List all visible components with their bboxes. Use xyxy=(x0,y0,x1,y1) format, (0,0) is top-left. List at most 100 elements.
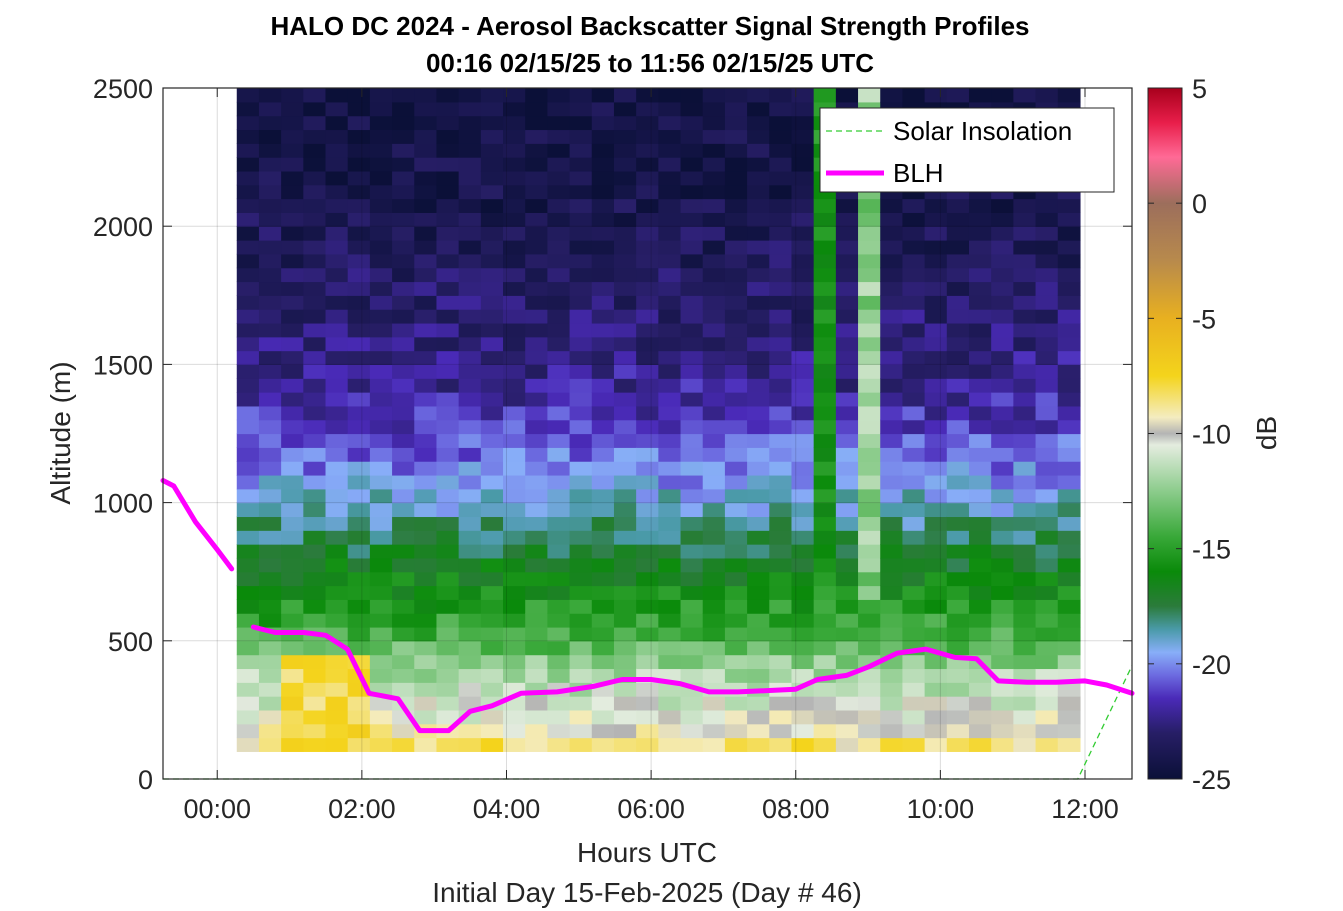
heatmap-cell xyxy=(325,433,349,448)
heatmap-cell xyxy=(724,350,748,365)
heatmap-cell xyxy=(791,613,815,628)
heatmap-cell xyxy=(747,585,770,600)
heatmap-cell xyxy=(480,281,504,296)
heatmap-cell xyxy=(1057,585,1081,600)
heatmap-cell xyxy=(613,488,637,504)
heatmap-cell xyxy=(569,447,593,462)
heatmap-cell xyxy=(946,88,970,103)
heatmap-cell xyxy=(547,281,571,296)
heatmap-cell xyxy=(480,530,504,545)
heatmap-cell xyxy=(680,350,704,365)
heatmap-cell xyxy=(813,322,837,338)
heatmap-cell xyxy=(591,516,615,531)
heatmap-cell xyxy=(724,267,748,283)
heatmap-cell xyxy=(747,405,770,421)
heatmap-cell xyxy=(724,378,748,393)
heatmap-cell xyxy=(303,433,327,448)
heatmap-cell xyxy=(303,281,327,296)
heatmap-cell xyxy=(591,88,615,103)
heatmap-cell xyxy=(458,253,482,269)
heatmap-cell xyxy=(880,88,904,103)
heatmap-cell xyxy=(236,226,260,241)
heatmap-cell xyxy=(281,364,304,379)
heatmap-cell xyxy=(946,585,970,600)
heatmap-cell xyxy=(392,378,415,393)
heatmap-cell xyxy=(303,350,327,365)
heatmap-cell xyxy=(569,599,593,614)
heatmap-cell xyxy=(835,240,859,255)
heatmap-cell xyxy=(369,474,393,490)
heatmap-cell xyxy=(281,101,304,117)
heatmap-cell xyxy=(858,198,881,213)
heatmap-cell xyxy=(813,433,837,448)
heatmap-cell xyxy=(702,447,726,462)
heatmap-cell xyxy=(813,557,837,573)
heatmap-cell xyxy=(880,336,904,352)
heatmap-cell xyxy=(1057,696,1081,711)
heatmap-cell xyxy=(569,184,593,200)
heatmap-cell xyxy=(347,253,371,269)
heatmap-cell xyxy=(880,488,904,504)
heatmap-cell xyxy=(414,530,438,545)
heatmap-cell xyxy=(525,474,548,490)
heatmap-cell xyxy=(880,419,904,435)
heatmap-cell xyxy=(1035,405,1059,421)
heatmap-cell xyxy=(791,640,815,656)
heatmap-cell xyxy=(968,198,992,213)
heatmap-cell xyxy=(724,433,748,448)
heatmap-cell xyxy=(991,240,1014,255)
heatmap-cell xyxy=(813,544,837,559)
heatmap-cell xyxy=(369,447,393,462)
heatmap-cell xyxy=(325,696,349,711)
heatmap-cell xyxy=(791,474,815,490)
heatmap-cell xyxy=(236,378,260,393)
heatmap-cell xyxy=(880,613,904,628)
heatmap-cell xyxy=(702,101,726,117)
heatmap-cell xyxy=(1057,226,1081,241)
heatmap-cell xyxy=(1013,474,1037,490)
heatmap-cell xyxy=(591,350,615,365)
heatmap-cell xyxy=(1057,530,1081,545)
heatmap-cell xyxy=(880,530,904,545)
heatmap-cell xyxy=(414,544,438,559)
heatmap-cell xyxy=(769,599,793,614)
heatmap-cell xyxy=(591,530,615,545)
heatmap-cell xyxy=(747,654,770,670)
heatmap-cell xyxy=(236,433,260,448)
heatmap-cell xyxy=(436,267,460,283)
heatmap-cell xyxy=(835,613,859,628)
heatmap-cell xyxy=(569,88,593,103)
heatmap-cell xyxy=(769,295,793,310)
heatmap-cell xyxy=(258,378,282,393)
heatmap-cell xyxy=(281,253,304,269)
heatmap-cell xyxy=(547,212,571,227)
heatmap-cell xyxy=(369,198,393,213)
heatmap-cell xyxy=(369,336,393,352)
heatmap-cell xyxy=(414,184,438,200)
heatmap-cell xyxy=(281,419,304,435)
heatmap-cell xyxy=(436,668,460,683)
heatmap-cell xyxy=(591,240,615,255)
heatmap-cell xyxy=(724,336,748,352)
heatmap-cell xyxy=(591,170,615,186)
heatmap-cell xyxy=(281,129,304,144)
heatmap-cell xyxy=(480,654,504,670)
heatmap-cell xyxy=(236,571,260,587)
heatmap-cell xyxy=(1013,599,1037,614)
heatmap-cell xyxy=(303,599,327,614)
heatmap-cell xyxy=(924,626,948,642)
heatmap-cell xyxy=(613,170,637,186)
heatmap-cell xyxy=(1035,488,1059,504)
heatmap-cell xyxy=(613,322,637,338)
heatmap-cell xyxy=(1035,267,1059,283)
heatmap-cell xyxy=(458,184,482,200)
heatmap-cell xyxy=(1057,253,1081,269)
heatmap-cell xyxy=(658,502,682,518)
heatmap-cell xyxy=(347,640,371,656)
heatmap-cell xyxy=(503,212,526,227)
heatmap-cell xyxy=(946,433,970,448)
heatmap-cell xyxy=(436,544,460,559)
heatmap-cell xyxy=(591,101,615,117)
heatmap-cell xyxy=(769,212,793,227)
heatmap-cell xyxy=(480,640,504,656)
